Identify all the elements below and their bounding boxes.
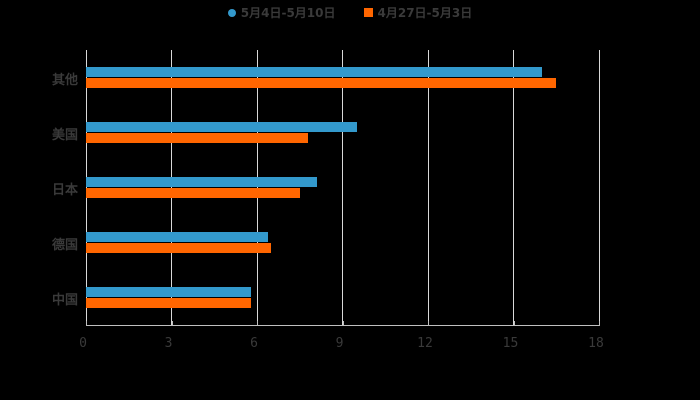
x-axis-tick-label: 15: [502, 336, 519, 351]
legend-square-icon: [363, 8, 373, 17]
x-axis-tick-label: 3: [164, 336, 173, 351]
gridline: [86, 50, 87, 325]
bar-series-2[interactable]: [86, 243, 272, 253]
y-axis-category-label: 其他: [51, 73, 78, 88]
x-axis-tick: [513, 321, 515, 326]
chart-legend: 5月4日-5月10日 4月27日-5月3日: [0, 4, 700, 21]
x-axis-tick: [171, 321, 173, 326]
gridline: [428, 50, 429, 325]
bar-series-2[interactable]: [86, 188, 300, 198]
legend-item-series-2[interactable]: 4月27日-5月3日: [363, 4, 473, 21]
y-axis-category-label: 德国: [51, 238, 78, 253]
bar-series-2[interactable]: [86, 133, 309, 143]
legend-circle-icon: [227, 8, 236, 17]
bar-series-2[interactable]: [86, 298, 252, 308]
x-axis-tick-label: 18: [588, 336, 604, 351]
x-axis-tick: [428, 321, 429, 326]
gridline: [513, 50, 514, 325]
x-axis-tick: [86, 321, 87, 326]
gridline: [342, 50, 343, 325]
x-axis-tick-label: 6: [250, 336, 258, 351]
bar-series-1[interactable]: [86, 177, 317, 187]
legend-label: 5月4日-5月10日: [240, 6, 336, 20]
y-axis-category-label: 美国: [51, 128, 78, 143]
y-axis-category-label: 日本: [51, 183, 78, 198]
x-axis-tick: [257, 321, 258, 326]
gridline: [257, 50, 258, 325]
bar-series-1[interactable]: [86, 67, 542, 77]
x-axis-tick: [599, 321, 600, 326]
plot-area: [86, 50, 600, 325]
bar-series-1[interactable]: [86, 122, 357, 132]
x-axis-tick: [342, 321, 344, 326]
bar-series-2[interactable]: [86, 78, 557, 88]
gridline: [171, 50, 172, 325]
y-axis-category-label: 中国: [51, 293, 78, 308]
x-axis-tick-label: 0: [79, 336, 87, 351]
legend-item-series-1[interactable]: 5月4日-5月10日: [227, 4, 336, 21]
x-axis-tick-label: 9: [335, 336, 344, 351]
x-axis-tick-label: 12: [417, 336, 433, 351]
bar-series-1[interactable]: [86, 232, 269, 242]
gridline: [599, 50, 600, 325]
bar-series-1[interactable]: [86, 287, 252, 297]
legend-label: 4月27日-5月3日: [377, 6, 473, 20]
